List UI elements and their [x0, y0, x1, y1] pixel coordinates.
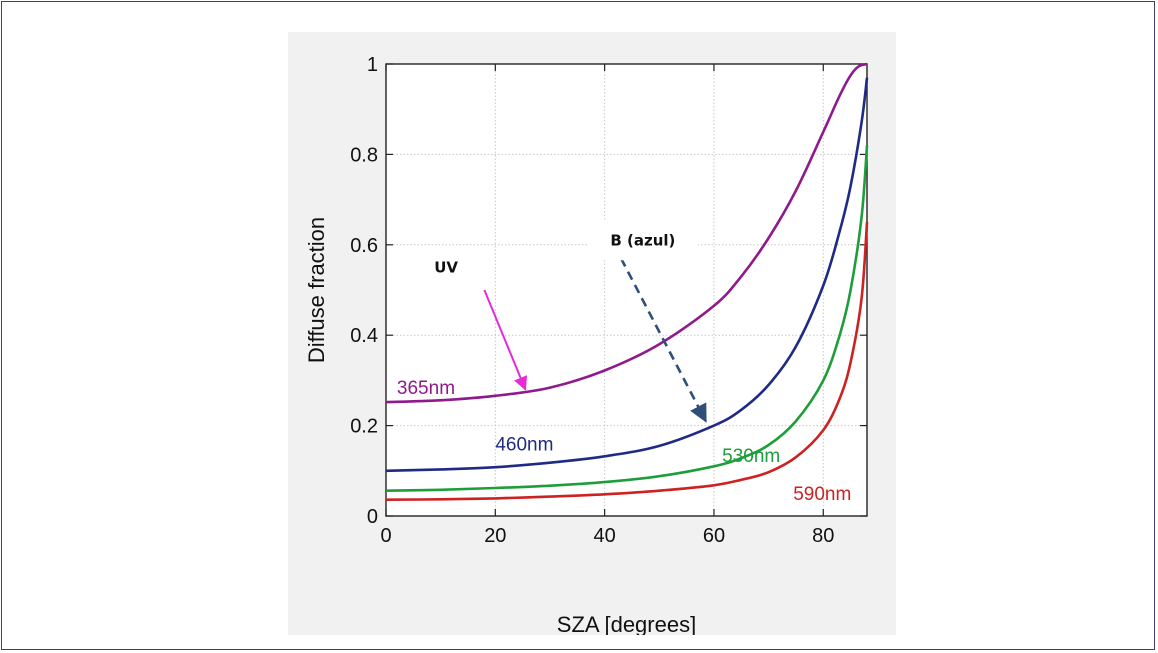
- annotation-arrow: [483, 289, 528, 391]
- series-line-590nm: [385, 222, 869, 501]
- x-tick-label: 0: [380, 525, 391, 547]
- plot-area: [386, 64, 867, 516]
- series-label-590nm: 590nm: [793, 484, 851, 505]
- series-line-460nm: [385, 77, 869, 473]
- chart-panel: 0 20 40 60 80 0 0.2 0.4 0.6 0.8 1 SZA [degrees] Diff…: [288, 32, 896, 635]
- annotation-arrow: [619, 257, 707, 423]
- y-tick-label: 0.4: [350, 325, 378, 347]
- annotation-box: [421, 247, 472, 288]
- x-axis-title: SZA [degrees]: [557, 612, 696, 635]
- y-tick-label: 0: [367, 506, 378, 528]
- x-tick-label: 60: [703, 525, 725, 547]
- x-tick-label: 20: [484, 525, 506, 547]
- series-label-530nm: 530nm: [722, 446, 780, 467]
- y-tick-label: 0.6: [350, 235, 378, 257]
- y-tick-label: 1: [367, 54, 378, 76]
- series-line-365nm: [385, 62, 868, 404]
- x-tick-label: 80: [812, 525, 834, 547]
- x-tick-label: 40: [594, 525, 616, 547]
- series-label-460nm: 460nm: [495, 434, 553, 455]
- annotation-label: UV: [434, 258, 458, 276]
- y-tick-label: 0.2: [350, 416, 378, 438]
- y-axis-title: Diffuse fraction: [304, 217, 329, 363]
- y-tick-label: 0.8: [350, 144, 378, 166]
- axes-box: [385, 63, 868, 517]
- series-label-365nm: 365nm: [397, 378, 455, 399]
- annotation-label: B (azul): [610, 231, 675, 249]
- diffuse-fraction-chart: 0 20 40 60 80 0 0.2 0.4 0.6 0.8 1 SZA [degrees] Diff…: [304, 54, 869, 635]
- annotation-box: [587, 220, 698, 261]
- series-line-530nm: [385, 145, 869, 492]
